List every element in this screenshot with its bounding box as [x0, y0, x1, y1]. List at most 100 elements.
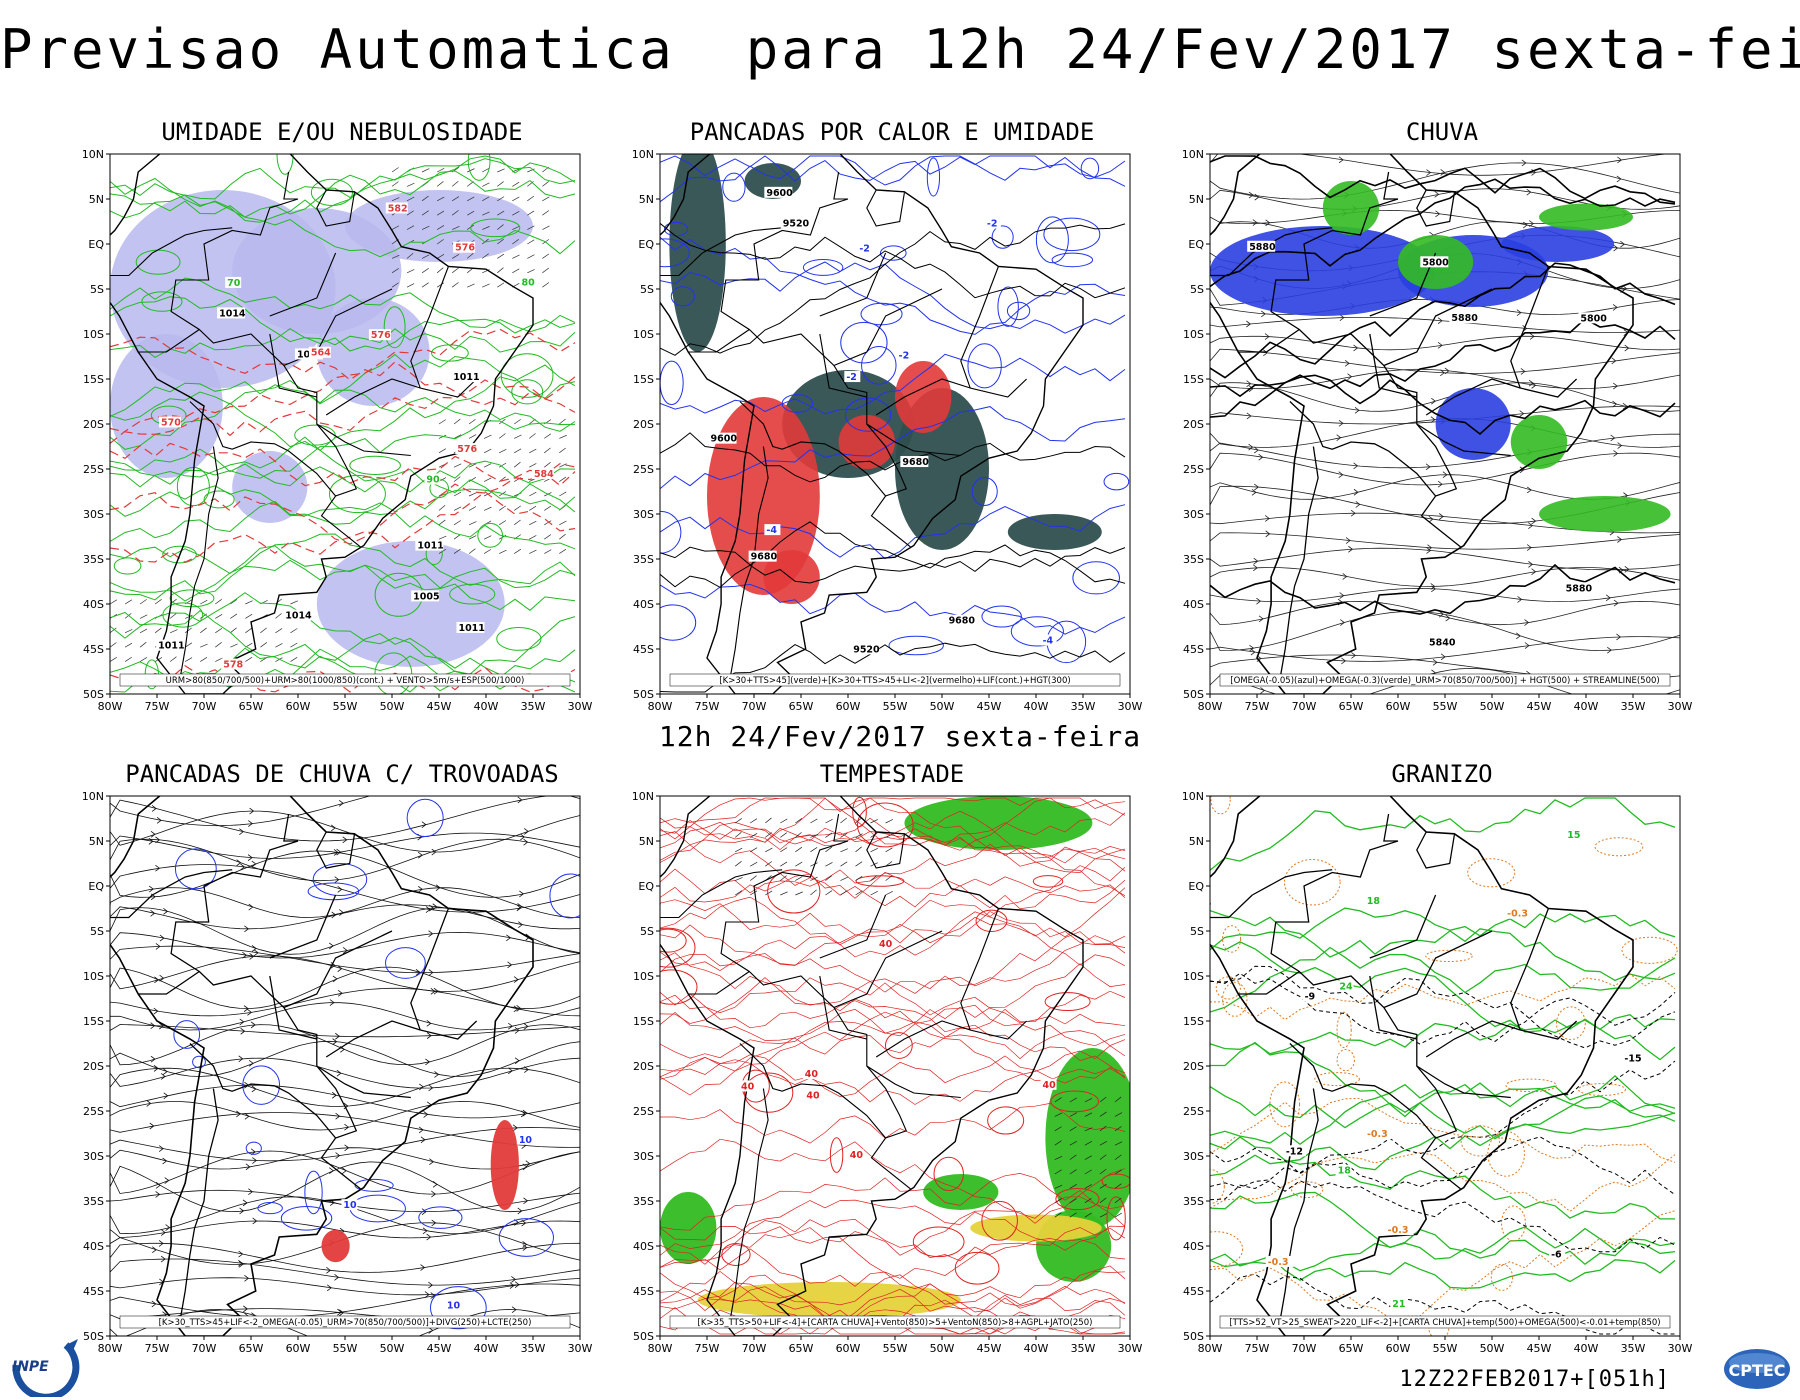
wind-barb	[438, 505, 446, 511]
streamline-arrow	[251, 860, 257, 868]
streamline-arrow	[334, 876, 340, 884]
wind-barb	[512, 181, 520, 187]
streamline-arrow	[164, 1177, 170, 1184]
contour-loop	[141, 291, 183, 312]
panel-title: PANCADAS POR CALOR E UMIDADE	[689, 118, 1095, 146]
streamline-arrow	[146, 1100, 152, 1107]
contour-label: 570	[161, 417, 181, 428]
streamline-arrow	[523, 828, 529, 835]
contour-label: 10	[519, 1135, 533, 1146]
lat-tick-label: 25S	[633, 463, 654, 476]
contour-label-bg	[221, 658, 244, 670]
streamline-arrow	[236, 1110, 241, 1118]
coastline	[660, 796, 1084, 1336]
streamline-arrow	[1526, 544, 1532, 551]
streamline-arrow	[1607, 646, 1612, 654]
contour-loop	[722, 172, 746, 202]
contour-loop	[203, 490, 235, 509]
streamline-arrow	[162, 1157, 168, 1165]
map-granizo: 15 18 18 -6 -9 -12 -15 -0.3 -0.3 -0.3 -0.3 21 24 [TTS…	[1182, 792, 1693, 1355]
wind-barb	[436, 239, 444, 245]
contour-loop	[169, 589, 215, 608]
contour-label-bg	[1040, 634, 1057, 646]
panel-legend: [K>30_TTS>45+LIF<-2_OMEGA(-0.05)_URM>70(…	[159, 1318, 532, 1328]
lat-tick-label: 30S	[633, 1150, 654, 1163]
lon-tick-label: 30W	[1118, 700, 1143, 713]
streamline-arrow	[331, 1091, 337, 1099]
contour-label: -0.3	[1367, 1129, 1388, 1140]
lon-tick-label: 75W	[1245, 700, 1270, 713]
wind-barb	[840, 861, 848, 867]
lat-tick-label: 40S	[633, 598, 654, 611]
country-border	[960, 266, 1027, 398]
wind-barb	[825, 862, 833, 867]
country-border	[325, 378, 421, 416]
streamline-arrow	[247, 854, 253, 861]
contour-label: 578	[223, 660, 243, 671]
contour-loop	[1210, 796, 1231, 815]
wind-barb	[482, 211, 490, 216]
wind-barb	[200, 599, 208, 605]
streamline-arrow	[244, 925, 250, 933]
streamline-arrow	[422, 1227, 428, 1235]
contour-loop	[840, 321, 888, 364]
streamline	[110, 810, 580, 853]
wind-barb	[512, 225, 520, 230]
contour-line	[660, 1265, 1126, 1313]
wind-barb	[1084, 1197, 1092, 1204]
streamline-arrow	[250, 1021, 256, 1029]
wind-barb	[1069, 1112, 1078, 1117]
country-border	[833, 813, 848, 842]
contour-loop	[1080, 157, 1100, 180]
streamline-arrow	[1526, 188, 1532, 196]
wind-barb	[750, 818, 758, 824]
contour-label-bg	[764, 186, 793, 198]
lon-tick-label: 65W	[789, 700, 814, 713]
lat-tick-label: 10S	[1183, 970, 1204, 983]
streamline-arrow	[514, 1027, 520, 1034]
streamline	[1210, 317, 1680, 333]
country-border	[720, 840, 912, 1190]
lat-tick-label: 30S	[83, 508, 104, 521]
lat-tick-label: 50S	[1183, 1330, 1204, 1343]
lat-tick-label: 5S	[640, 925, 654, 938]
lat-tick-label: 10N	[1182, 150, 1204, 161]
streamline-arrow	[511, 1276, 517, 1283]
lat-tick-label: 25S	[1183, 1105, 1204, 1118]
lat-tick-label: 10S	[83, 328, 104, 341]
country-border	[1369, 333, 1417, 398]
contour-line	[1210, 941, 1676, 994]
wind-barb	[870, 891, 878, 896]
contour-line	[660, 261, 1126, 334]
contour-label-bg	[1420, 256, 1449, 268]
wind-barb	[1099, 1213, 1108, 1218]
wind-barb	[499, 448, 507, 454]
country-border	[729, 446, 769, 677]
streamline-arrow	[1620, 240, 1626, 248]
contour-label-bg	[896, 349, 913, 361]
streamline-arrow	[342, 836, 348, 844]
contour-loop	[884, 1032, 913, 1059]
streamline-arrow	[519, 890, 525, 898]
contour-label: 40	[879, 939, 893, 950]
wind-barb	[275, 613, 282, 619]
country-border	[283, 171, 298, 200]
streamline-arrow	[238, 1055, 244, 1063]
streamline	[110, 955, 580, 992]
wind-barb	[795, 818, 803, 824]
contour-loop	[1314, 1072, 1360, 1087]
contour-loop	[1594, 837, 1644, 857]
streamline-arrow	[1265, 219, 1271, 227]
lon-tick-label: 60W	[286, 700, 311, 713]
streamline-arrow	[330, 824, 336, 832]
streamline-arrow	[251, 945, 257, 952]
contour-line	[660, 1045, 1126, 1105]
country-border	[152, 227, 233, 254]
contour-line	[660, 1103, 1126, 1144]
wind-barb	[1069, 1154, 1077, 1160]
streamline-arrow	[1338, 471, 1344, 479]
streamline-arrow	[518, 921, 523, 928]
wind-barb	[1084, 1127, 1093, 1132]
country-border	[170, 198, 362, 548]
contour-label-bg	[411, 590, 440, 602]
